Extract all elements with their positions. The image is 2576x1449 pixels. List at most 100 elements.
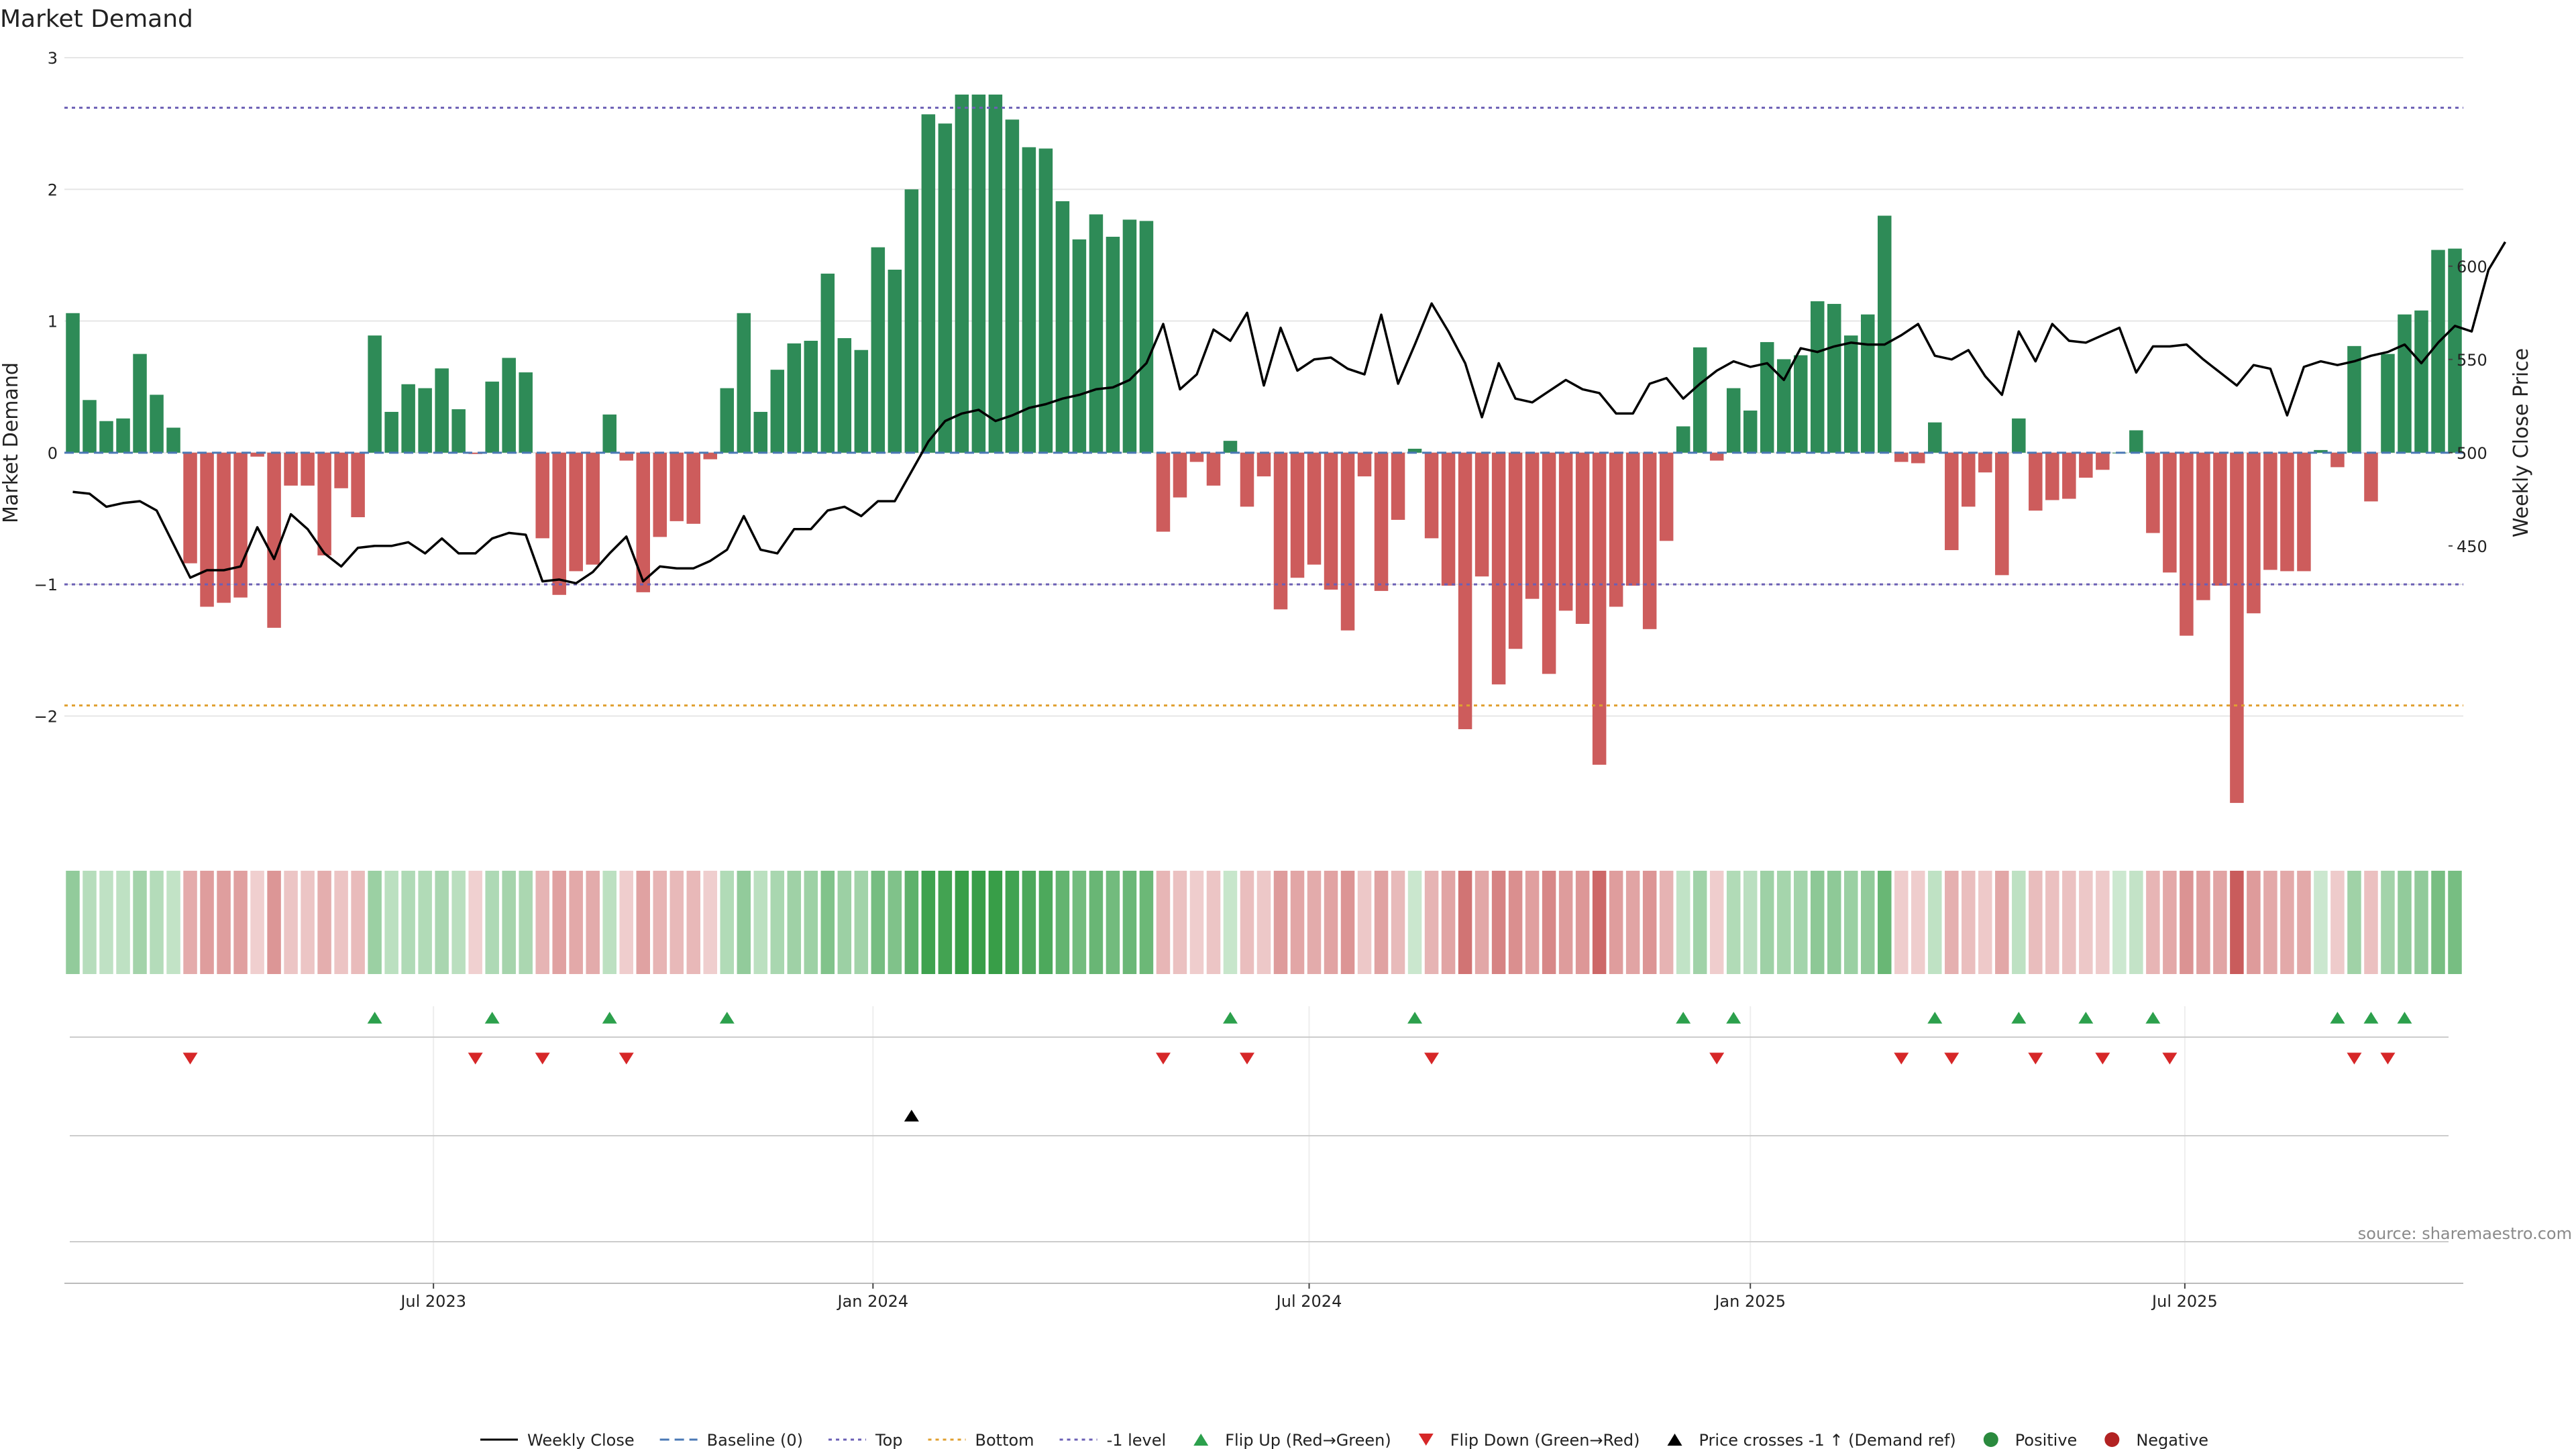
demand-bar bbox=[2414, 310, 2428, 453]
flip-down-marker bbox=[1894, 1053, 1909, 1065]
demand-bar bbox=[1173, 452, 1187, 498]
y2-axis-label: Weekly Close Price bbox=[2510, 348, 2533, 537]
demand-bar bbox=[1945, 452, 1959, 551]
heat-cell bbox=[1894, 871, 1909, 974]
heat-cell bbox=[1072, 871, 1087, 974]
demand-bar bbox=[753, 411, 768, 453]
heat-cell bbox=[1189, 871, 1204, 974]
flip-up-marker bbox=[1726, 1012, 1741, 1024]
heat-cell bbox=[1139, 871, 1154, 974]
heat-cell bbox=[2146, 871, 2160, 974]
heat-cell bbox=[1256, 871, 1271, 974]
demand-bar bbox=[200, 452, 214, 607]
demand-bar bbox=[1760, 341, 1774, 453]
price-line bbox=[72, 241, 2507, 585]
legend-item: Weekly Close bbox=[480, 1431, 635, 1449]
source-note: source: sharemaestro.com bbox=[2358, 1224, 2572, 1243]
heat-cell bbox=[1022, 871, 1036, 974]
demand-bar bbox=[2146, 452, 2160, 533]
demand-bar bbox=[1139, 221, 1154, 453]
demand-bar bbox=[1726, 388, 1741, 453]
demand-bar bbox=[133, 354, 147, 453]
heat-cell bbox=[602, 871, 616, 974]
demand-bar bbox=[1659, 452, 1674, 541]
heat-cell bbox=[1642, 871, 1657, 974]
demand-bar bbox=[1474, 452, 1489, 577]
heat-cell bbox=[250, 871, 264, 974]
heat-cell bbox=[1038, 871, 1053, 974]
demand-bar bbox=[1962, 452, 1976, 507]
demand-bar bbox=[418, 388, 432, 453]
demand-bar bbox=[1374, 452, 1389, 591]
flip-down-marker bbox=[1239, 1053, 1254, 1065]
legend-swatch bbox=[1418, 1434, 1434, 1446]
event-markers bbox=[70, 1012, 2449, 1242]
demand-bar bbox=[2280, 452, 2294, 572]
legend-swatch bbox=[2104, 1432, 2120, 1447]
x-tick-label: Jul 2024 bbox=[1275, 1292, 1342, 1311]
demand-bar bbox=[2163, 452, 2177, 573]
heat-cell bbox=[519, 871, 533, 974]
legend-item: Bottom bbox=[928, 1431, 1034, 1449]
demand-bar bbox=[569, 452, 583, 572]
demand-bar bbox=[2129, 430, 2143, 453]
demand-bar bbox=[1558, 452, 1573, 611]
x-tick-label: Jan 2024 bbox=[836, 1292, 908, 1311]
heat-cell bbox=[1827, 871, 1841, 974]
heat-cell bbox=[1760, 871, 1774, 974]
demand-bar bbox=[1911, 452, 1925, 464]
heat-cell bbox=[1106, 871, 1120, 974]
demand-bar bbox=[1743, 411, 1758, 453]
flip-down-marker bbox=[619, 1053, 634, 1065]
demand-bar bbox=[2364, 452, 2378, 502]
heat-cell bbox=[2330, 871, 2345, 974]
heat-cell bbox=[150, 871, 164, 974]
flip-up-marker bbox=[2078, 1012, 2094, 1024]
demand-bar bbox=[351, 452, 365, 517]
heat-cell bbox=[737, 871, 751, 974]
heat-cell bbox=[1458, 871, 1472, 974]
demand-bar bbox=[1827, 304, 1841, 453]
heat-cell bbox=[2364, 871, 2378, 974]
demand-bar bbox=[904, 189, 919, 453]
demand-bar bbox=[66, 313, 80, 453]
demand-bar bbox=[888, 269, 902, 453]
heat-cell bbox=[1441, 871, 1456, 974]
demand-bar bbox=[1676, 426, 1690, 453]
demand-bar bbox=[837, 338, 852, 453]
legend-item: Flip Up (Red→Green) bbox=[1193, 1431, 1391, 1449]
heat-cell bbox=[284, 871, 298, 974]
heat-cell bbox=[586, 871, 600, 974]
flip-up-marker bbox=[1927, 1012, 1943, 1024]
heat-cell bbox=[1223, 871, 1238, 974]
heat-cell bbox=[1508, 871, 1523, 974]
legend-swatch bbox=[1667, 1434, 1682, 1446]
demand-bar bbox=[1324, 452, 1338, 590]
heat-cell bbox=[2314, 871, 2328, 974]
demand-bar bbox=[1810, 301, 1825, 453]
demand-bar bbox=[1189, 452, 1204, 462]
demand-bar bbox=[955, 94, 969, 453]
flip-up-marker bbox=[2145, 1012, 2161, 1024]
demand-bar bbox=[435, 368, 449, 453]
demand-bar bbox=[384, 411, 398, 453]
demand-bar bbox=[1508, 452, 1523, 649]
demand-bar bbox=[971, 94, 986, 453]
heat-cell bbox=[1609, 871, 1623, 974]
flip-down-marker bbox=[468, 1053, 483, 1065]
demand-bar bbox=[468, 452, 482, 454]
heat-cell bbox=[133, 871, 147, 974]
heat-cell bbox=[1206, 871, 1221, 974]
x-tick-label: Jul 2023 bbox=[399, 1292, 466, 1311]
flip-up-marker bbox=[2011, 1012, 2027, 1024]
heat-cell bbox=[1843, 871, 1858, 974]
demand-bar bbox=[150, 394, 164, 453]
heat-cell bbox=[1340, 871, 1355, 974]
heat-cell bbox=[871, 871, 885, 974]
demand-bar bbox=[2314, 449, 2328, 453]
heat-cell bbox=[351, 871, 365, 974]
flip-down-marker bbox=[1424, 1053, 1440, 1065]
heat-cell bbox=[2431, 871, 2445, 974]
legend-label: Baseline (0) bbox=[707, 1431, 803, 1449]
